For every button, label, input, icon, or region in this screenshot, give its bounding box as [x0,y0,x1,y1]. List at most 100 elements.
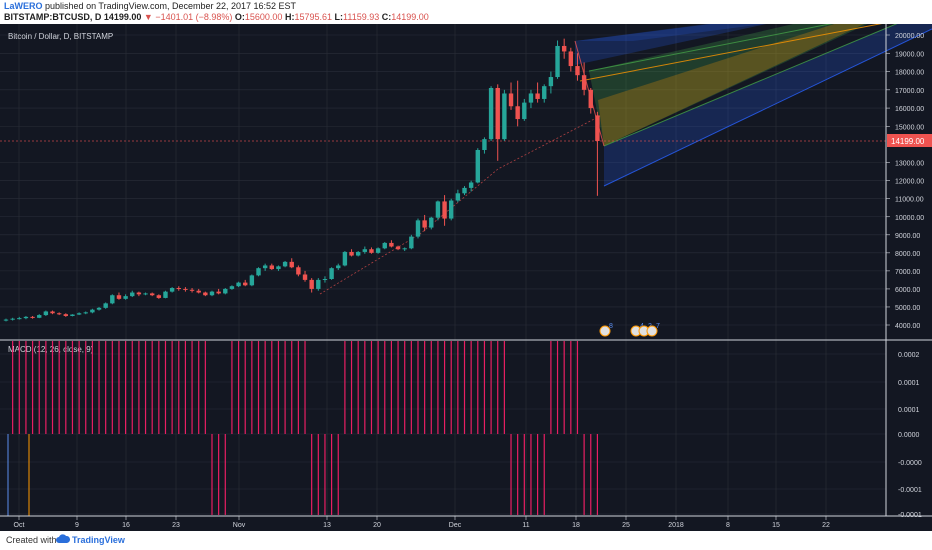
cloud-logo-icon [56,534,71,546]
candle-body [548,77,554,87]
candle-body [43,311,49,316]
candle-body [249,275,255,286]
candle-body [276,266,281,270]
candle-body [488,87,494,140]
candle-body [382,242,387,249]
price-axis-label: 18000.00 [895,70,924,77]
pitchfork-drawing[interactable] [574,24,932,187]
candle-body [223,288,228,294]
candle-body [561,45,567,52]
time-axis-label: 23 [172,522,180,529]
candle-body [83,312,88,314]
symbol-label: BITSTAMP:BTCUSD, D [4,12,102,22]
ohlc-values: O:15600.00 H:15795.61 L:11159.93 C:14199… [234,12,429,22]
macd-histogram [12,341,599,515]
candle-body [256,268,261,276]
chart-area[interactable]: 8 4 2 7 Bitcoin / Dollar, D, BITSTAMP MA… [0,24,932,531]
candle-body [10,318,15,320]
candle-body [30,316,35,318]
candle-body [103,303,108,308]
macd-axis-label: 0.0001 [898,407,920,414]
candle-body [349,251,354,256]
price-axis-label: 9000.00 [895,233,920,240]
candle-body [395,246,401,250]
price-axis[interactable]: 20000.00 19000.00 18000.00 17000.00 16000.00… [886,33,924,330]
time-axis-label: Dec [449,522,462,529]
candle-body [588,89,593,109]
price-axis-label: 8000.00 [895,251,920,258]
candle-body [415,220,421,237]
price-axis-label: 13000.00 [895,161,924,168]
candle-body [429,217,434,228]
price-axis-label: 7000.00 [895,269,920,276]
svg-text:8: 8 [609,323,613,330]
last-price-tag: 14199.00 [887,134,932,147]
candle-body [209,291,215,296]
candle-body [296,267,301,275]
candle-body [70,314,75,316]
candle-body [435,201,441,218]
publish-line: LaWERO published on TradingView.com, Dec… [4,1,296,11]
event-badges[interactable]: 8 4 2 7 [599,323,660,337]
candle-body [409,236,414,249]
candle-body [342,251,348,266]
candle-body [56,313,62,315]
candle-body [96,307,102,310]
candle-body [508,93,514,107]
price-change: ▼ −1401.01 (−8.98%) [143,12,233,22]
time-axis-label: Nov [233,522,246,529]
candle-body [183,288,188,290]
candle-body [76,313,82,315]
candle-body [17,318,22,320]
price-axis-label: 5000.00 [895,305,920,312]
candle-body [282,261,288,267]
candle-body [502,93,507,140]
candle-body [169,288,175,292]
candle-body [3,319,9,321]
candle-body [236,282,241,287]
time-axis-label: 9 [75,522,79,529]
candle-body [196,290,201,293]
price-axis-label: 6000.00 [895,287,920,294]
macd-axis-label: -0.0001 [898,487,922,494]
macd-axis-label: 0.0001 [898,380,920,387]
candle-body [269,265,274,270]
event-badge[interactable]: 7 [646,323,660,337]
candle-body [568,51,574,67]
event-badge[interactable]: 8 [599,323,613,337]
candle-body [289,261,294,268]
candle-body [23,316,29,319]
time-axis-label: Oct [14,522,25,529]
candle-body [176,288,181,290]
tradingview-brand[interactable]: TradingView [72,535,125,545]
candle-body [163,291,168,298]
candle-body [50,311,55,314]
candle-body [90,309,95,313]
author-link[interactable]: LaWERO [4,1,43,11]
time-axis-label: 25 [622,522,630,529]
candle-body [442,201,447,219]
macd-axis-label: 0.0000 [898,432,920,439]
time-axis[interactable]: Oct 9 16 23 Nov 13 20 Dec 11 18 25 2018 8 15 22 [14,516,830,529]
candle-body [522,102,527,120]
candle-body [123,296,128,299]
candle-body [402,248,407,250]
candle-body [116,295,122,299]
candle-body [355,251,361,256]
time-axis-label: 13 [323,522,331,529]
candle-body [495,87,500,140]
candle-body [336,265,341,269]
candle-body [362,249,368,252]
candle-body [475,150,480,183]
candle-body [136,292,142,295]
footer-bar: Created with TradingView [0,531,932,550]
svg-text:7: 7 [656,323,660,330]
candle-body [468,182,474,188]
time-axis-label: 18 [572,522,580,529]
time-axis-label: 2018 [668,522,684,529]
price-axis-label: 10000.00 [895,215,924,222]
candle-body [143,293,148,295]
header-bar: LaWERO published on TradingView.com, Dec… [0,0,932,24]
candle-body [302,274,308,280]
candle-body [581,75,587,90]
